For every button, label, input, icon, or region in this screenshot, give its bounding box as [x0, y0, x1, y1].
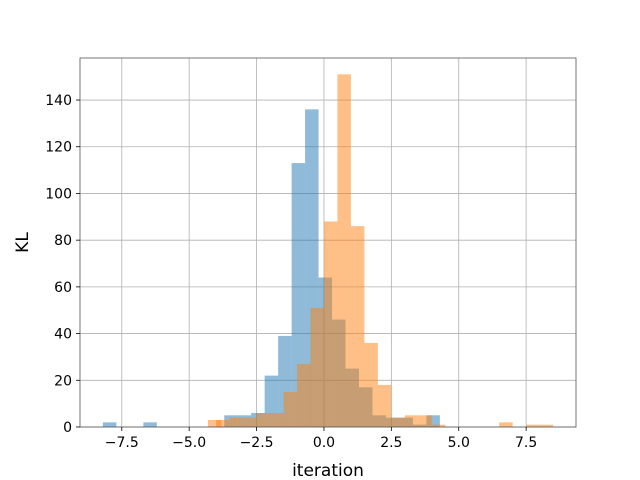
bar-series-1-2	[229, 417, 244, 427]
y-tick-label-0: 0	[63, 420, 72, 436]
bar-series-1-0	[208, 419, 222, 427]
bar-series-1-9	[323, 221, 338, 427]
bar-series-1-17	[431, 424, 446, 427]
bar-series-1-19	[526, 424, 540, 427]
x-tick-label-1: −5.0	[172, 435, 206, 451]
x-tick-label-3: 0.0	[313, 435, 335, 451]
y-tick-label-3: 60	[54, 280, 72, 296]
bar-series-1-16	[418, 415, 432, 427]
x-axis-label: iteration	[292, 461, 364, 480]
bar-series-1-14	[391, 417, 405, 427]
bar-series-1-11	[350, 226, 365, 427]
y-axis: 0 20 40 60 80 100 120 140	[45, 93, 80, 436]
y-tick-label-2: 40	[54, 327, 72, 343]
bar-series-1-7	[297, 363, 311, 427]
bar-series-0-17	[426, 415, 440, 427]
bar-series-1-3	[243, 417, 257, 427]
y-tick-label-7: 140	[45, 93, 72, 109]
bar-series-1-8	[310, 307, 324, 427]
x-axis: −7.5 −5.0 −2.5 0.0 2.5 5.0 7.5	[105, 427, 537, 451]
bar-series-1-10	[337, 74, 351, 428]
bar-series-1-4	[256, 412, 271, 427]
y-tick-label-1: 20	[54, 373, 72, 389]
x-tick-label-0: −7.5	[105, 435, 139, 451]
y-tick-label-6: 120	[45, 140, 72, 156]
bar-series-0-1	[143, 422, 157, 427]
bar-series-1-6	[283, 391, 297, 427]
x-tick-label-6: 7.5	[515, 435, 537, 451]
y-tick-label-5: 100	[45, 186, 72, 202]
y-tick-label-4: 80	[54, 233, 72, 249]
x-tick-label-4: 2.5	[380, 435, 402, 451]
bar-series-1-18	[499, 422, 513, 427]
plot-frame	[79, 57, 577, 428]
bar-series-1-13	[377, 384, 392, 427]
histogram-bars	[102, 74, 554, 428]
bar-series-1-5	[270, 412, 284, 427]
bar-series-1-12	[364, 342, 378, 427]
x-tick-label-5: 5.0	[448, 435, 470, 451]
x-tick-label-2: −2.5	[240, 435, 274, 451]
bar-series-0-0	[102, 422, 117, 427]
y-axis-label: KL	[13, 232, 33, 253]
bar-series-0-7	[291, 163, 306, 427]
bar-series-1-1	[216, 419, 230, 427]
bar-series-1-20	[539, 424, 554, 427]
bar-series-1-15	[404, 415, 419, 427]
